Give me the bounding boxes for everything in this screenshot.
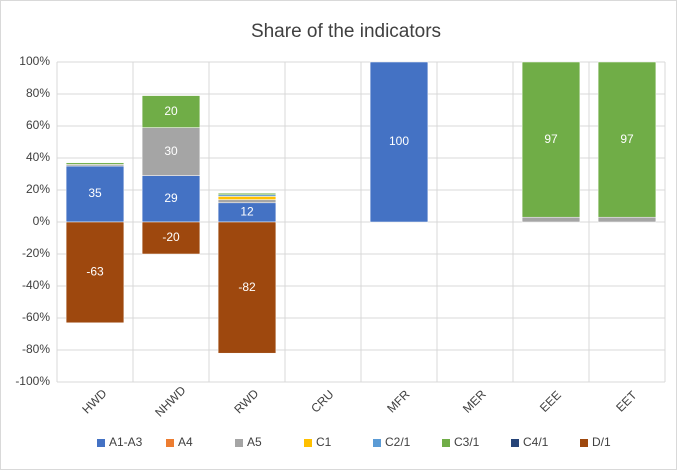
data-label: -82 <box>238 280 256 294</box>
bar-segment <box>217 192 277 196</box>
data-label: 100 <box>389 134 409 148</box>
y-tick-label: -60% <box>22 310 50 324</box>
bar-segment <box>141 221 201 255</box>
bar-segment <box>521 216 581 223</box>
chart-title: Share of the indicators <box>251 21 441 42</box>
bar-segment <box>369 61 429 223</box>
legend-swatch <box>373 439 381 447</box>
y-tick-label: 20% <box>26 182 50 196</box>
y-tick-label: 40% <box>26 150 50 164</box>
data-label: 20 <box>164 104 178 118</box>
legend-label: C2/1 <box>385 435 411 449</box>
legend-swatch <box>166 439 174 447</box>
bar-segment <box>217 196 277 200</box>
data-label: 97 <box>620 132 634 146</box>
y-tick-label: 60% <box>26 118 50 132</box>
y-tick-label: -20% <box>22 246 50 260</box>
legend-swatch <box>97 439 105 447</box>
data-label: -20 <box>162 230 180 244</box>
y-tick-label: -80% <box>22 342 50 356</box>
y-tick-label: 0% <box>33 214 51 228</box>
data-label: 30 <box>164 144 178 158</box>
y-tick-label: 80% <box>26 86 50 100</box>
legend-swatch <box>580 439 588 447</box>
y-tick-label: -100% <box>15 374 50 388</box>
y-tick-label: -40% <box>22 278 50 292</box>
data-label: 97 <box>544 132 558 146</box>
bar-segment <box>521 61 581 218</box>
y-tick-label: 100% <box>19 54 50 68</box>
bar-segment <box>217 221 277 354</box>
legend-swatch <box>442 439 450 447</box>
legend-label: C3/1 <box>454 435 480 449</box>
legend-swatch <box>304 439 312 447</box>
bar-segment <box>141 127 201 176</box>
legend-label: A1-A3 <box>109 435 143 449</box>
bar-segment <box>65 162 125 165</box>
bar-segment <box>217 199 277 204</box>
data-label: 29 <box>164 191 178 205</box>
bar-segment <box>141 95 201 128</box>
legend-swatch <box>511 439 519 447</box>
legend-label: C1 <box>316 435 332 449</box>
bar-segment <box>65 165 125 223</box>
bar-segment <box>65 221 125 324</box>
data-label: 12 <box>240 205 254 219</box>
data-label: 35 <box>88 186 102 200</box>
legend-label: C4/1 <box>523 435 549 449</box>
bar-segment <box>597 216 657 223</box>
legend-swatch <box>235 439 243 447</box>
legend-label: D/1 <box>592 435 611 449</box>
data-label: -63 <box>86 265 104 279</box>
bar-segment <box>597 61 657 218</box>
legend-label: A5 <box>247 435 262 449</box>
legend-label: A4 <box>178 435 193 449</box>
